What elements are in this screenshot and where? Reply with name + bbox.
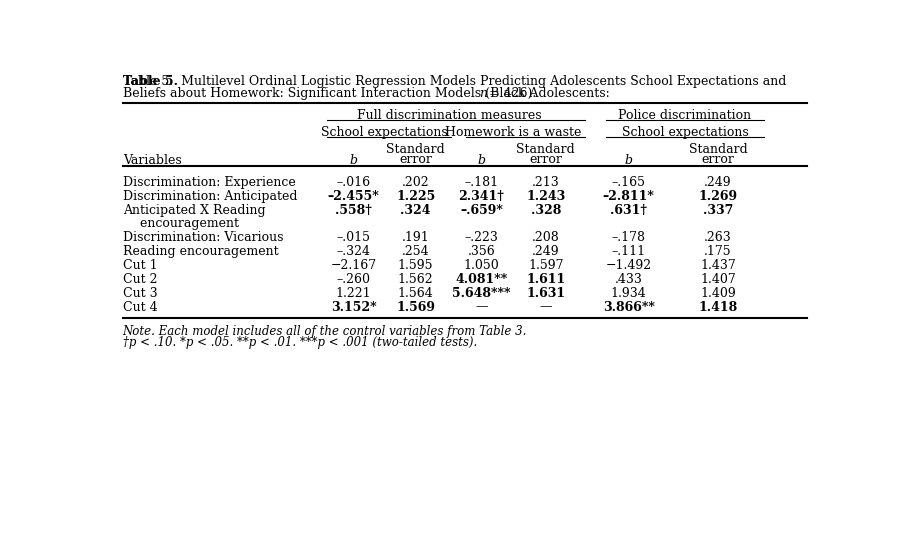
Text: −2.167: −2.167: [330, 259, 376, 272]
Text: –2.811*: –2.811*: [603, 190, 655, 203]
Text: —: —: [540, 301, 552, 313]
Text: –.111: –.111: [611, 245, 646, 258]
Text: 1.631: 1.631: [526, 287, 565, 300]
Text: –.178: –.178: [611, 231, 646, 244]
Text: –.260: –.260: [336, 273, 371, 286]
Text: School expectations: School expectations: [621, 126, 748, 139]
Text: .324: .324: [400, 204, 431, 216]
Text: 5.648***: 5.648***: [453, 287, 511, 300]
Text: 1.221: 1.221: [336, 287, 372, 300]
Text: 1.409: 1.409: [700, 287, 736, 300]
Text: Cut 3: Cut 3: [122, 287, 157, 300]
Text: .191: .191: [402, 231, 430, 244]
Text: Table 5.  Multilevel Ordinal Logistic Regression Models Predicting Adolescents S: Table 5. Multilevel Ordinal Logistic Reg…: [122, 75, 786, 88]
Text: error: error: [399, 153, 432, 166]
Text: .202: .202: [402, 176, 429, 189]
Text: .337: .337: [703, 204, 733, 216]
Text: b: b: [349, 155, 357, 167]
Text: School expectations: School expectations: [321, 126, 448, 139]
Text: 1.934: 1.934: [611, 287, 647, 300]
Text: –.324: –.324: [336, 245, 371, 258]
Text: –.181: –.181: [464, 176, 499, 189]
Text: Reading encouragement: Reading encouragement: [122, 245, 278, 258]
Text: Cut 1: Cut 1: [122, 259, 157, 272]
Text: error: error: [701, 153, 735, 166]
Text: Table 5.: Table 5.: [122, 75, 178, 88]
Text: .631†: .631†: [610, 204, 648, 216]
Text: 1.569: 1.569: [396, 301, 435, 313]
Text: 1.562: 1.562: [398, 273, 434, 286]
Text: Anticipated X Reading: Anticipated X Reading: [122, 204, 266, 216]
Text: encouragement: encouragement: [132, 218, 239, 231]
Text: .356: .356: [468, 245, 495, 258]
Text: –.015: –.015: [336, 231, 371, 244]
Text: n: n: [479, 87, 487, 100]
Text: .254: .254: [402, 245, 429, 258]
Text: Police discrimination: Police discrimination: [619, 109, 752, 122]
Text: —: —: [475, 301, 488, 313]
Text: .213: .213: [532, 176, 560, 189]
Text: = 426).: = 426).: [485, 87, 537, 100]
Text: Discrimination: Anticipated: Discrimination: Anticipated: [122, 190, 297, 203]
Text: 1.050: 1.050: [463, 259, 500, 272]
Text: .433: .433: [615, 273, 643, 286]
Text: error: error: [530, 153, 562, 166]
Text: .208: .208: [532, 231, 560, 244]
Text: 1.437: 1.437: [700, 259, 736, 272]
Text: 1.597: 1.597: [528, 259, 563, 272]
Text: Homework is a waste: Homework is a waste: [445, 126, 582, 139]
Text: Cut 2: Cut 2: [122, 273, 157, 286]
Text: .558†: .558†: [336, 204, 372, 216]
Text: 1.611: 1.611: [526, 273, 565, 286]
Text: .328: .328: [531, 204, 561, 216]
Text: Full discrimination measures: Full discrimination measures: [357, 109, 542, 122]
Text: 3.152*: 3.152*: [331, 301, 376, 313]
Text: b: b: [625, 155, 633, 167]
Text: –2.455*: –2.455*: [327, 190, 379, 203]
Text: 1.243: 1.243: [526, 190, 565, 203]
Text: 1.407: 1.407: [700, 273, 736, 286]
Text: 3.866**: 3.866**: [603, 301, 655, 313]
Text: 4.081**: 4.081**: [455, 273, 508, 286]
Text: Discrimination: Experience: Discrimination: Experience: [122, 176, 296, 189]
Text: .249: .249: [704, 176, 732, 189]
Text: 1.269: 1.269: [698, 190, 737, 203]
Text: –.659*: –.659*: [460, 204, 503, 216]
Text: Standard: Standard: [386, 143, 445, 156]
Text: 1.418: 1.418: [698, 301, 737, 313]
Text: 1.564: 1.564: [398, 287, 434, 300]
Text: b: b: [477, 155, 485, 167]
Text: .175: .175: [704, 245, 732, 258]
Text: Beliefs about Homework: Significant Interaction Models (Black Adolescents:: Beliefs about Homework: Significant Inte…: [122, 87, 613, 100]
Text: Standard: Standard: [688, 143, 747, 156]
Text: Variables: Variables: [122, 155, 181, 167]
Text: Standard: Standard: [516, 143, 575, 156]
Text: –.223: –.223: [464, 231, 499, 244]
Text: –.165: –.165: [611, 176, 646, 189]
Text: –.016: –.016: [336, 176, 371, 189]
Text: 2.341†: 2.341†: [459, 190, 504, 203]
Text: .249: .249: [532, 245, 560, 258]
Text: 1.595: 1.595: [398, 259, 434, 272]
Text: Discrimination: Vicarious: Discrimination: Vicarious: [122, 231, 283, 244]
Text: †p < .10. *p < .05. **p < .01. ***p < .001 (two-tailed tests).: †p < .10. *p < .05. **p < .01. ***p < .0…: [122, 336, 477, 349]
Text: 1.225: 1.225: [396, 190, 435, 203]
Text: −1.492: −1.492: [606, 259, 652, 272]
Text: Note. Each model includes all of the control variables from Table 3.: Note. Each model includes all of the con…: [122, 326, 527, 338]
Text: Cut 4: Cut 4: [122, 301, 157, 313]
Text: .263: .263: [704, 231, 732, 244]
